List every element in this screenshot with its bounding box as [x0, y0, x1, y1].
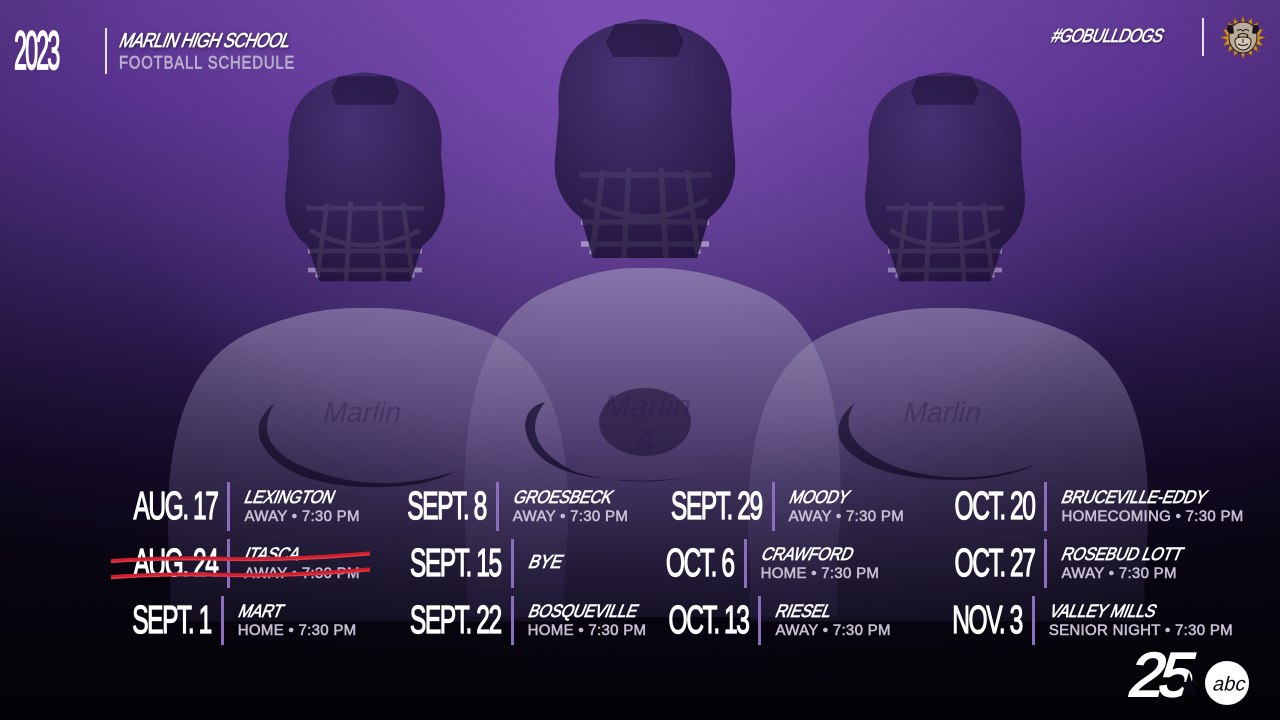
- svg-text:Marlin: Marlin: [321, 397, 401, 429]
- svg-text:4: 4: [636, 422, 655, 460]
- svg-text:Marlin: Marlin: [901, 397, 981, 429]
- svg-text:abc: abc: [1212, 674, 1246, 696]
- svg-text:25: 25: [1126, 644, 1197, 710]
- svg-text:Marlin: Marlin: [601, 388, 690, 424]
